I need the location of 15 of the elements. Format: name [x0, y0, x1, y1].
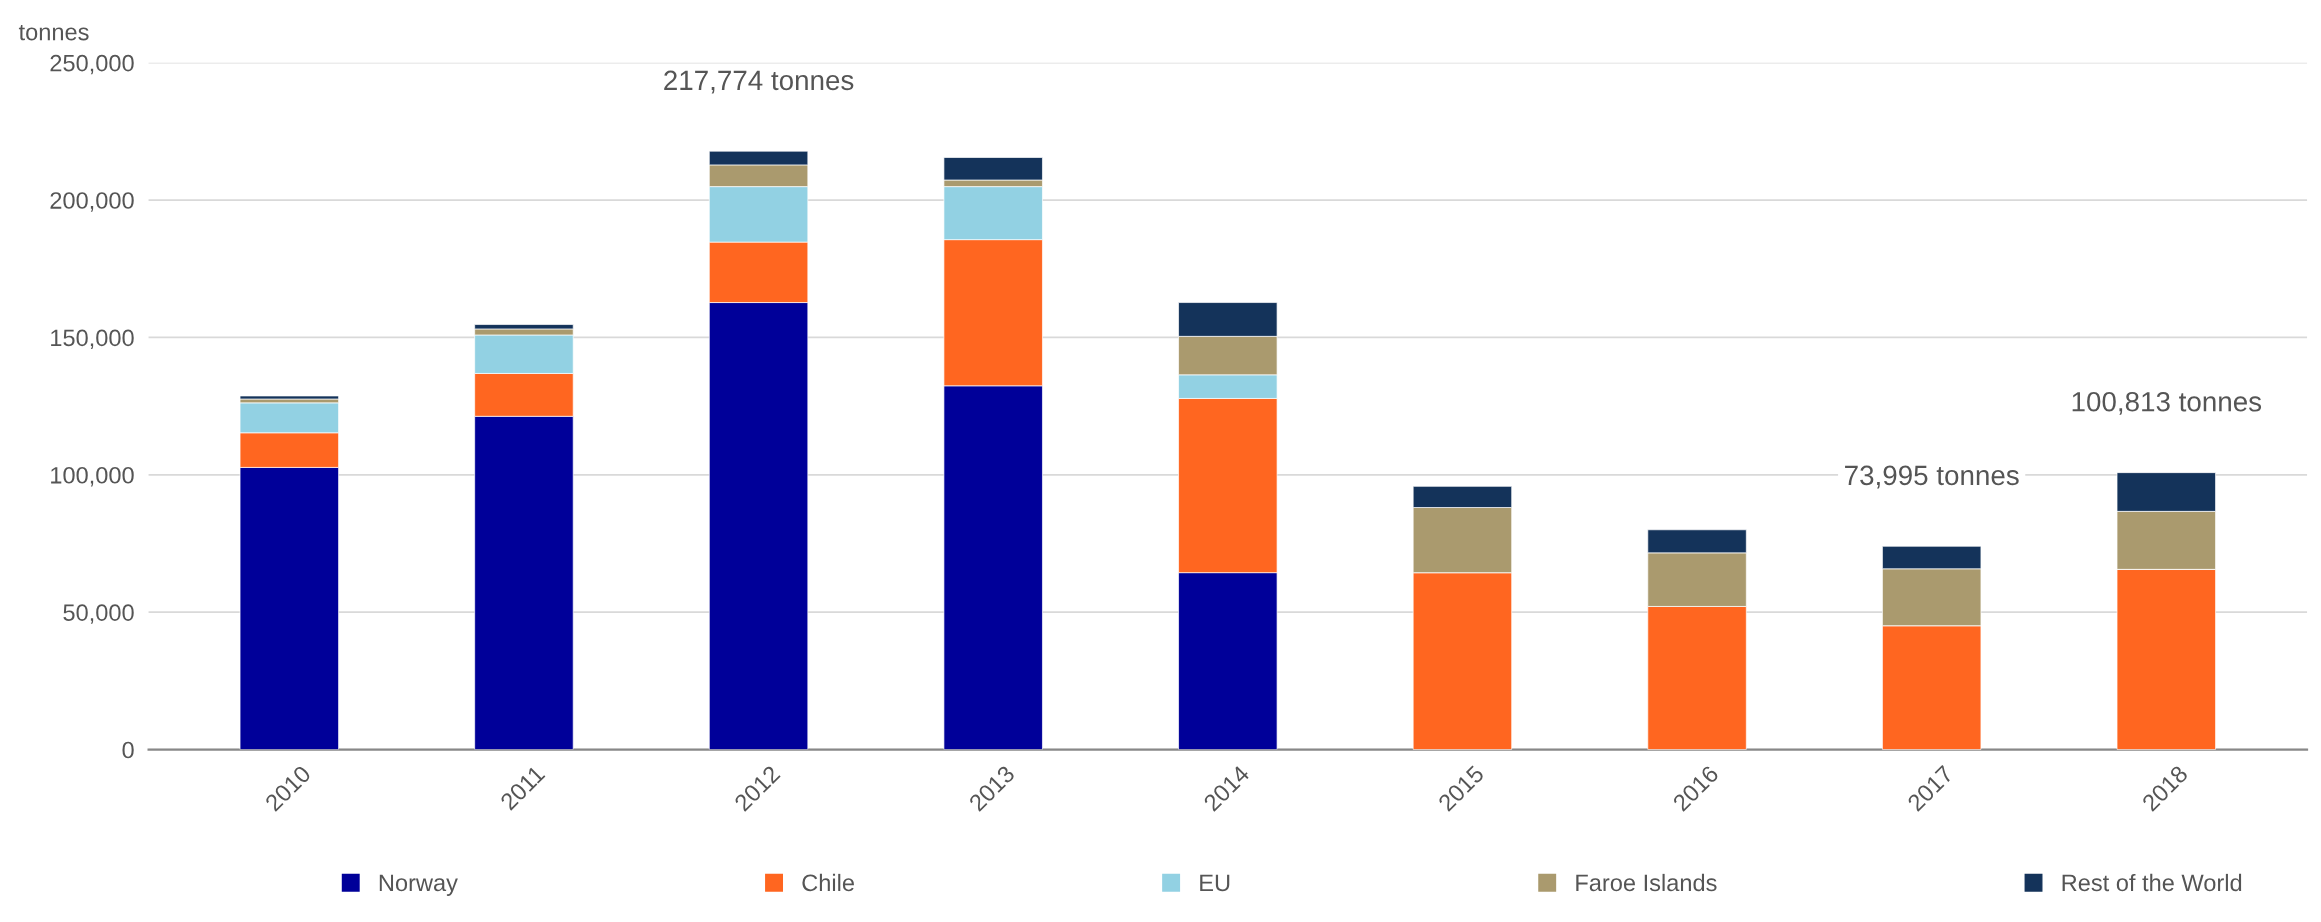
y-tick-label: 150,000 — [51, 329, 134, 350]
annotation: 73,995 tonnes — [1845, 465, 2019, 489]
y-tick-label: 0 — [122, 741, 134, 759]
annotation: 100,813 tonnes — [2072, 391, 2262, 415]
y-tick-label: 50,000 — [63, 604, 134, 624]
legend-label: Faroe Islands — [1576, 873, 1717, 892]
y-tick-label: 250,000 — [50, 54, 134, 75]
annotation: 217,774 tonnes — [664, 70, 854, 94]
legend-label: EU — [1200, 874, 1230, 892]
legend-label: Norway — [379, 874, 458, 896]
y-axis-title: tonnes — [18, 24, 89, 41]
y-tick-label: 200,000 — [50, 192, 134, 212]
legend-label: Rest of the World — [2062, 873, 2242, 892]
legend-label: Chile — [802, 873, 854, 892]
y-tick-label: 100,000 — [51, 466, 134, 487]
